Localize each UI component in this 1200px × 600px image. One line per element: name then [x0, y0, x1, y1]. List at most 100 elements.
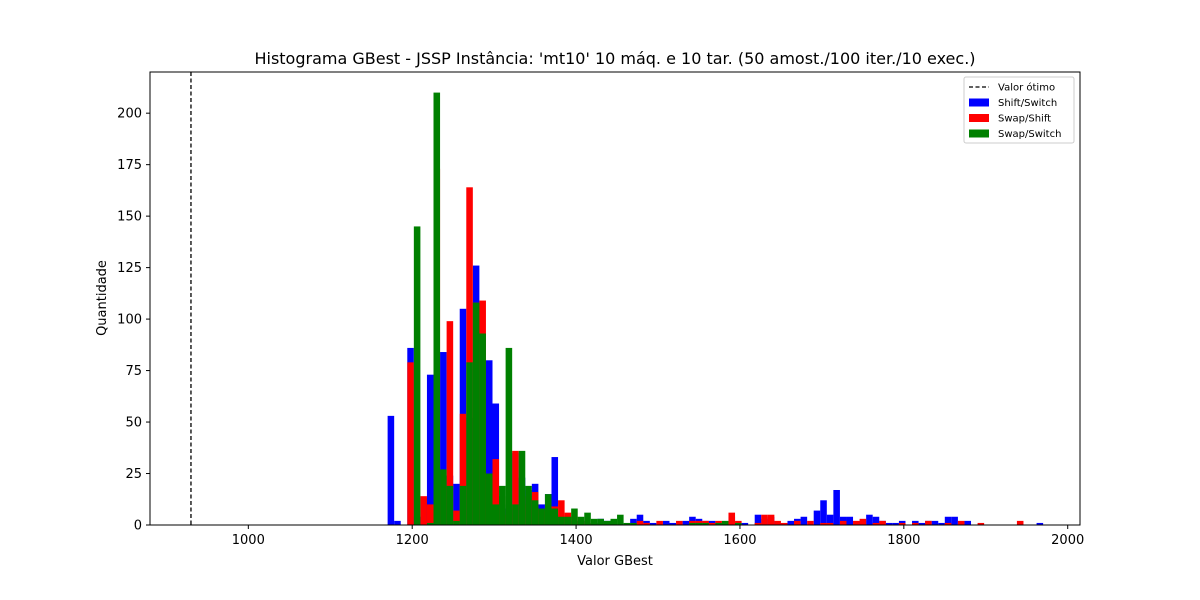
legend-label: Shift/Switch — [998, 98, 1057, 109]
y-tick-label: 125 — [117, 261, 142, 276]
bar-swap-switch — [603, 520, 611, 525]
bar-shift-switch — [426, 374, 434, 525]
y-tick-label: 100 — [117, 313, 142, 328]
bar-swap-switch — [466, 362, 473, 525]
bar-swap-shift — [839, 520, 847, 525]
bar-swap-shift — [794, 520, 801, 525]
bar-shift-switch — [551, 457, 559, 525]
legend-frame — [963, 76, 1075, 144]
bar-swap-shift — [859, 518, 867, 525]
bar-shift-switch — [885, 522, 893, 525]
bar-shift-switch — [394, 520, 401, 525]
bar-swap-switch — [689, 522, 696, 525]
bar-swap-shift — [459, 413, 467, 525]
bar-swap-switch — [453, 520, 460, 525]
bar-swap-shift — [676, 520, 683, 525]
bar-swap-shift — [420, 496, 427, 525]
bar-swap-switch — [577, 516, 585, 525]
bar-swap-switch — [735, 522, 742, 525]
bar-swap-shift — [780, 522, 788, 525]
bar-swap-switch — [623, 522, 631, 525]
bar-shift-switch — [846, 516, 854, 525]
bar-shift-switch — [485, 360, 493, 525]
y-tick-label: 150 — [117, 210, 142, 225]
x-tick-label: 2000 — [1051, 533, 1084, 548]
bar-swap-shift — [512, 450, 519, 525]
bar-swap-shift — [879, 520, 886, 525]
legend-marker — [969, 98, 989, 107]
bar-swap-shift — [1016, 520, 1024, 525]
y-tick-label: 75 — [125, 364, 142, 379]
bar-shift-switch — [866, 514, 873, 525]
chart-title: Histograma GBest - JSSP Instância: 'mt10… — [254, 49, 975, 68]
bar-swap-switch — [459, 485, 467, 525]
bar-swap-shift — [636, 520, 644, 525]
bar-swap-switch — [472, 302, 480, 525]
bar-swap-shift — [853, 520, 860, 525]
bar-shift-switch — [813, 510, 821, 525]
bar-swap-shift — [446, 321, 454, 525]
bar-swap-shift — [767, 514, 775, 525]
bar-shift-switch — [826, 514, 834, 525]
bar-swap-switch — [446, 485, 454, 525]
bar-swap-switch — [564, 516, 572, 525]
bar-swap-shift — [807, 520, 814, 525]
bar-shift-switch — [892, 522, 899, 525]
series-swap-switch — [413, 92, 742, 525]
bar-shift-switch — [387, 415, 395, 525]
bar-swap-switch — [440, 469, 447, 525]
bar-shift-switch — [872, 516, 880, 525]
bar-swap-shift — [426, 504, 434, 525]
bar-shift-switch — [820, 500, 827, 525]
bar-swap-shift — [492, 459, 500, 525]
bar-swap-shift — [977, 522, 985, 525]
bar-shift-switch — [453, 483, 460, 525]
bar-swap-shift — [466, 187, 473, 526]
bar-swap-switch — [544, 494, 552, 525]
y-tick-label: 200 — [117, 107, 142, 122]
x-tick-label: 1000 — [232, 533, 265, 548]
bar-swap-switch — [551, 508, 559, 525]
bar-swap-switch — [512, 504, 519, 525]
bar-swap-switch — [702, 522, 709, 525]
bar-swap-switch — [630, 522, 637, 525]
bar-swap-switch — [518, 450, 526, 525]
y-tick-label: 0 — [134, 519, 142, 534]
bar-swap-switch — [617, 514, 624, 525]
plot-area-frame — [149, 71, 1081, 526]
bar-swap-switch — [695, 522, 703, 525]
bar-swap-switch — [558, 516, 565, 525]
bar-shift-switch — [682, 520, 690, 525]
bar-swap-switch — [426, 522, 434, 525]
bar-swap-switch — [721, 520, 729, 525]
bar-swap-switch — [413, 226, 421, 525]
bar-swap-switch — [479, 333, 486, 525]
bar-shift-switch — [944, 516, 952, 525]
bar-swap-shift — [761, 514, 768, 525]
bar-shift-switch — [630, 518, 637, 525]
bar-swap-shift — [656, 520, 663, 525]
y-axis: 0 25 50 75 100 125 150 175 200 — [117, 107, 150, 534]
x-tick-label: 1400 — [560, 533, 593, 548]
bar-swap-switch — [525, 485, 532, 525]
bar-swap-shift — [912, 522, 919, 525]
bar-swap-shift — [957, 520, 965, 525]
bar-swap-switch — [531, 500, 539, 525]
bar-swap-shift — [826, 522, 834, 525]
bar-shift-switch — [669, 522, 677, 525]
bar-shift-switch — [440, 352, 447, 525]
bar-shift-switch — [800, 516, 808, 525]
y-axis-label: Quantidade — [95, 260, 110, 336]
bar-swap-shift — [754, 522, 762, 525]
x-tick-label: 1600 — [723, 533, 756, 548]
series-swap-shift — [407, 168, 1024, 526]
bar-shift-switch — [1036, 522, 1044, 525]
x-tick-label: 1200 — [396, 533, 429, 548]
bar-swap-switch — [433, 92, 441, 525]
bar-shift-switch — [754, 514, 762, 525]
bar-swap-shift — [944, 522, 952, 525]
bar-shift-switch — [918, 522, 926, 525]
legend: Valor ótimo Shift/Switch Swap/Shift Swap/Sw… — [963, 76, 1075, 144]
bar-shift-switch — [951, 516, 958, 525]
